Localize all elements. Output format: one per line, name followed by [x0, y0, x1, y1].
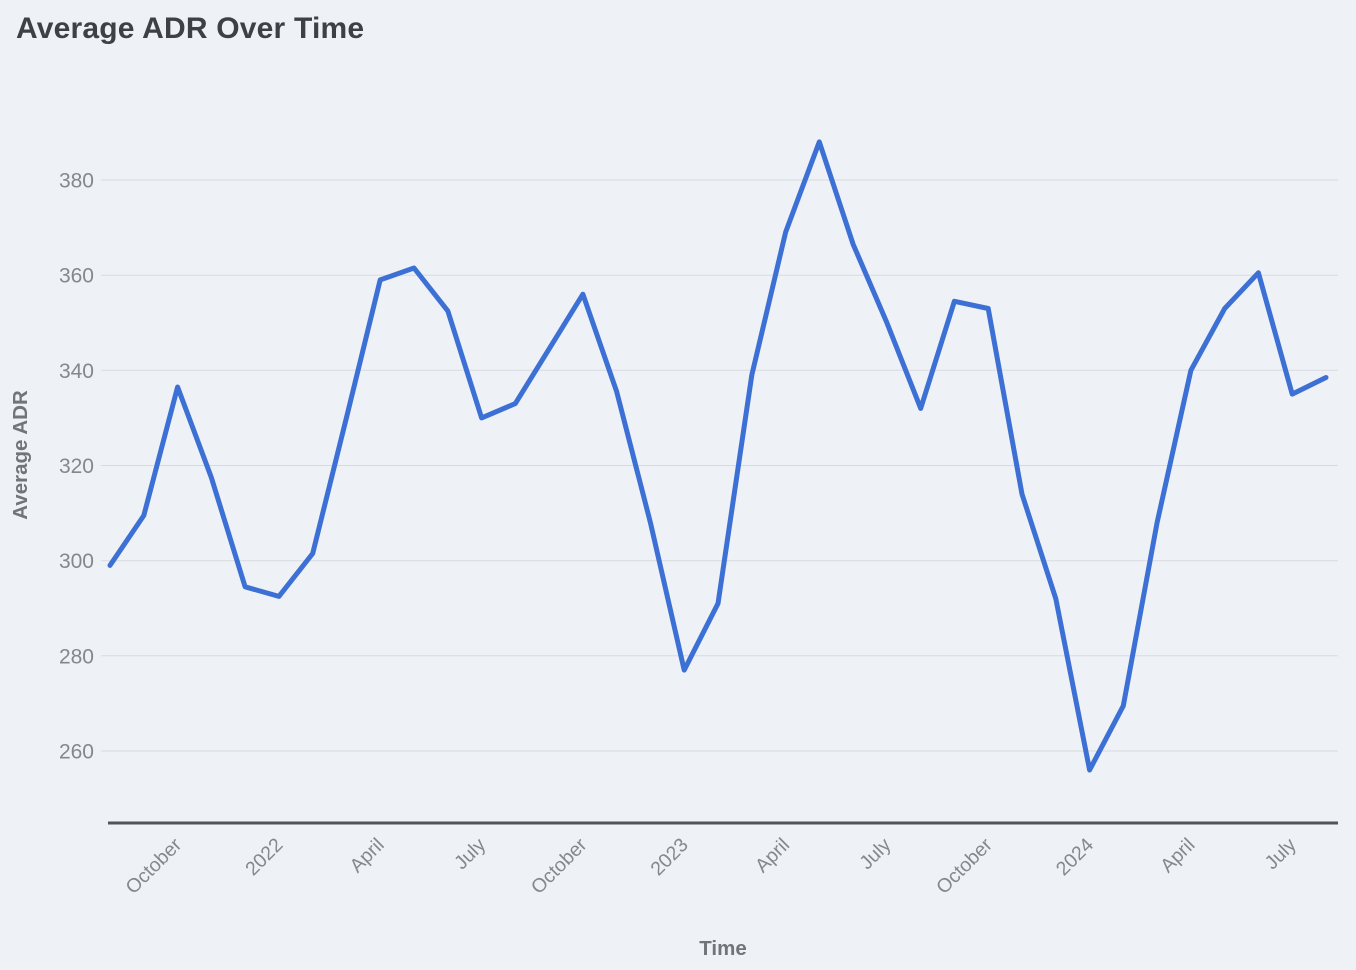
y-tick-label: 280	[59, 645, 94, 668]
x-tick-label: April	[1156, 834, 1199, 877]
y-tick-labels-group: 260 280 300 320 340 360 380	[59, 170, 94, 764]
x-axis-title: Time	[699, 937, 746, 960]
chart-title: Average ADR Over Time	[16, 12, 365, 45]
x-tick-label: April	[346, 834, 389, 877]
x-tick-label: 2023	[646, 834, 692, 880]
x-tick-label: October	[527, 834, 592, 899]
x-tick-label: July	[855, 834, 895, 874]
x-tick-label: October	[122, 834, 187, 899]
y-tick-label: 260	[59, 741, 94, 764]
y-axis-title: Average ADR	[9, 390, 32, 520]
x-tick-label: April	[751, 834, 794, 877]
x-tick-label: July	[1261, 834, 1301, 874]
y-tick-label: 380	[59, 170, 94, 193]
x-tick-label: July	[450, 834, 490, 874]
y-tick-label: 300	[59, 550, 94, 573]
x-tick-labels-group: October 2022 April July October 2023 April July…	[122, 834, 1301, 899]
y-tick-label: 320	[59, 455, 94, 478]
x-tick-label: 2024	[1052, 834, 1098, 880]
x-tick-label: 2022	[241, 834, 287, 880]
x-tick-label: October	[932, 834, 997, 899]
y-tick-label: 360	[59, 265, 94, 288]
average-adr-series-line[interactable]	[107, 139, 1329, 773]
gridlines-group	[101, 179, 1338, 752]
y-tick-label: 340	[59, 360, 94, 383]
